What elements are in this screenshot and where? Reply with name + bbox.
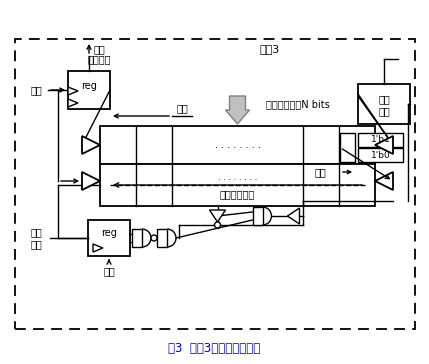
Text: 左移: 左移: [176, 103, 188, 113]
Circle shape: [151, 235, 157, 241]
Text: reg: reg: [81, 81, 97, 91]
Text: . . . . . . . .: . . . . . . . .: [214, 140, 260, 150]
Polygon shape: [68, 87, 78, 95]
Circle shape: [214, 222, 221, 228]
Polygon shape: [209, 210, 226, 222]
Bar: [358, 84, 410, 124]
Text: 奇偶: 奇偶: [378, 94, 390, 104]
Polygon shape: [82, 136, 100, 154]
Bar: [100, 164, 375, 206]
Polygon shape: [287, 208, 299, 224]
Text: 控制: 控制: [30, 227, 42, 237]
Text: 检测: 检测: [378, 106, 390, 116]
Polygon shape: [375, 136, 393, 154]
Bar: [358, 133, 403, 147]
Text: 1'b0: 1'b0: [371, 150, 390, 159]
Text: 信号: 信号: [30, 239, 42, 249]
Bar: [340, 133, 355, 162]
FancyArrow shape: [226, 96, 250, 124]
Text: 时钟: 时钟: [314, 167, 326, 177]
Text: 方法3: 方法3: [260, 44, 280, 54]
Bar: [358, 148, 403, 162]
Bar: [88, 220, 130, 256]
Text: 时钟: 时钟: [30, 85, 42, 95]
Text: 图3  方法3的硬件实现结构: 图3 方法3的硬件实现结构: [168, 343, 260, 356]
Text: 或及与位操作: 或及与位操作: [220, 189, 255, 199]
Text: reg: reg: [101, 228, 117, 238]
Polygon shape: [93, 244, 103, 252]
Polygon shape: [375, 172, 393, 190]
Text: 时钟: 时钟: [103, 266, 115, 276]
Text: 并行数据输入N bits: 并行数据输入N bits: [266, 99, 329, 109]
Text: 串行: 串行: [93, 44, 105, 54]
Text: . . . . . . . .: . . . . . . . .: [218, 173, 257, 182]
Polygon shape: [82, 172, 100, 190]
Polygon shape: [68, 99, 78, 107]
Text: 数据输出: 数据输出: [87, 54, 111, 64]
Bar: [132, 229, 142, 247]
Bar: [68, 71, 110, 109]
Bar: [15, 39, 415, 329]
Bar: [157, 229, 167, 247]
Text: 1'b1: 1'b1: [371, 135, 390, 145]
Bar: [253, 207, 263, 225]
Bar: [100, 126, 375, 164]
